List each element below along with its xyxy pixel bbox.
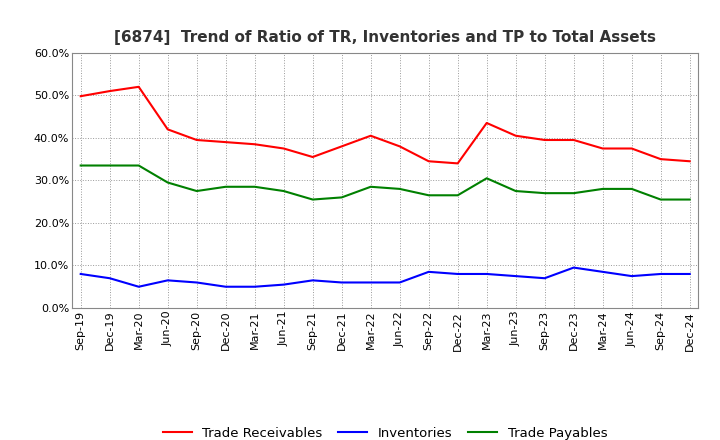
Line: Trade Receivables: Trade Receivables (81, 87, 690, 163)
Inventories (511, 273, 520, 279)
Inventories (135, 284, 143, 290)
Inventories (279, 282, 288, 287)
Trade Payables (163, 180, 172, 185)
Inventories (541, 275, 549, 281)
Inventories (627, 273, 636, 279)
Trade Payables (76, 163, 85, 168)
Trade Receivables (570, 137, 578, 143)
Inventories (657, 271, 665, 277)
Trade Payables (105, 163, 114, 168)
Trade Receivables (135, 84, 143, 89)
Trade Payables (338, 195, 346, 200)
Trade Payables (454, 193, 462, 198)
Trade Payables (192, 188, 201, 194)
Trade Receivables (76, 94, 85, 99)
Trade Payables (570, 191, 578, 196)
Inventories (454, 271, 462, 277)
Inventories (685, 271, 694, 277)
Trade Receivables (511, 133, 520, 138)
Inventories (366, 280, 375, 285)
Trade Payables (685, 197, 694, 202)
Inventories (76, 271, 85, 277)
Inventories (308, 278, 317, 283)
Title: [6874]  Trend of Ratio of TR, Inventories and TP to Total Assets: [6874] Trend of Ratio of TR, Inventories… (114, 29, 656, 45)
Trade Payables (251, 184, 259, 189)
Inventories (395, 280, 404, 285)
Trade Payables (657, 197, 665, 202)
Inventories (570, 265, 578, 270)
Trade Payables (598, 186, 607, 191)
Legend: Trade Receivables, Inventories, Trade Payables: Trade Receivables, Inventories, Trade Pa… (158, 422, 613, 440)
Trade Receivables (251, 142, 259, 147)
Inventories (482, 271, 491, 277)
Inventories (598, 269, 607, 275)
Trade Receivables (541, 137, 549, 143)
Trade Payables (627, 186, 636, 191)
Trade Payables (135, 163, 143, 168)
Inventories (251, 284, 259, 290)
Line: Trade Payables: Trade Payables (81, 165, 690, 199)
Trade Receivables (627, 146, 636, 151)
Trade Payables (366, 184, 375, 189)
Trade Receivables (657, 157, 665, 162)
Trade Receivables (105, 88, 114, 94)
Trade Payables (541, 191, 549, 196)
Trade Receivables (221, 139, 230, 145)
Trade Payables (395, 186, 404, 191)
Inventories (338, 280, 346, 285)
Trade Receivables (308, 154, 317, 160)
Trade Receivables (192, 137, 201, 143)
Trade Receivables (482, 120, 491, 126)
Inventories (105, 275, 114, 281)
Trade Payables (511, 188, 520, 194)
Trade Receivables (598, 146, 607, 151)
Inventories (221, 284, 230, 290)
Line: Inventories: Inventories (81, 268, 690, 287)
Inventories (163, 278, 172, 283)
Inventories (424, 269, 433, 275)
Trade Receivables (163, 127, 172, 132)
Trade Payables (279, 188, 288, 194)
Trade Receivables (366, 133, 375, 138)
Trade Payables (308, 197, 317, 202)
Inventories (192, 280, 201, 285)
Trade Payables (221, 184, 230, 189)
Trade Receivables (395, 144, 404, 149)
Trade Receivables (685, 159, 694, 164)
Trade Receivables (338, 144, 346, 149)
Trade Receivables (454, 161, 462, 166)
Trade Payables (482, 176, 491, 181)
Trade Payables (424, 193, 433, 198)
Trade Receivables (279, 146, 288, 151)
Trade Receivables (424, 159, 433, 164)
